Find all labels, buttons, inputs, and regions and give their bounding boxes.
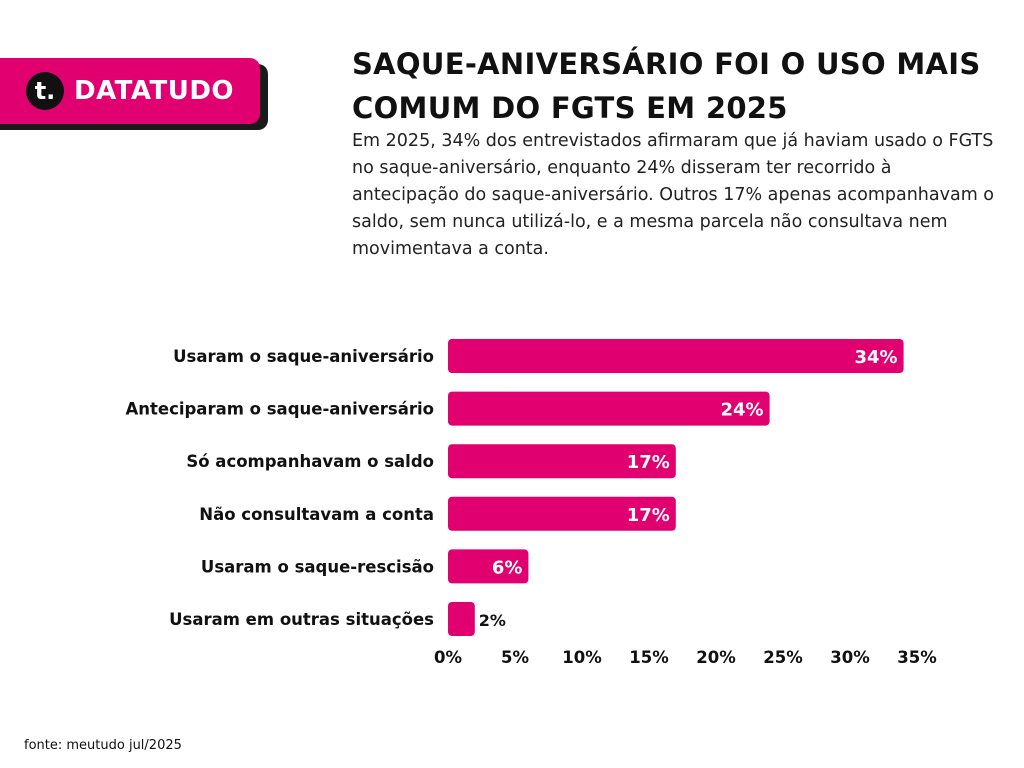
chart-title: SAQUE-ANIVERSÁRIO FOI O USO MAIS COMUM D… xyxy=(352,47,981,125)
x-axis-ticks: 0% 5% 10% 15% 20% 25% 30% 35% xyxy=(434,648,937,667)
brand-mark-letter: t. xyxy=(34,77,56,105)
bars-group: Usaram o saque-aniversário 34% Anteciparam… xyxy=(125,339,904,636)
bar xyxy=(448,496,676,531)
x-tick-label: 10% xyxy=(562,648,602,667)
brand-mark-icon: t. xyxy=(26,72,64,110)
x-tick-label: 35% xyxy=(897,648,937,667)
bar xyxy=(448,444,676,479)
data-label: 24% xyxy=(721,400,764,421)
category-label: Só acompanhavam o saldo xyxy=(186,452,434,471)
category-label: Anteciparam o saque-aniversário xyxy=(125,400,434,419)
data-label: 17% xyxy=(627,505,670,526)
x-tick-label: 0% xyxy=(434,648,462,667)
bar-chart: Usaram o saque-aniversário 34% Anteciparam… xyxy=(125,339,937,667)
category-label: Usaram o saque-rescisão xyxy=(201,557,434,576)
brand-logo: t. DATATUDO xyxy=(0,58,260,124)
x-tick-label: 30% xyxy=(830,648,870,667)
bar xyxy=(448,339,904,373)
data-label: 34% xyxy=(855,347,898,368)
category-label: Usaram em outras situações xyxy=(169,610,434,629)
category-label: Usaram o saque-aniversário xyxy=(173,347,434,366)
data-label: 17% xyxy=(627,452,670,473)
bar xyxy=(448,549,529,584)
source-note: fonte: meutudo jul/2025 xyxy=(24,738,182,753)
x-tick-label: 5% xyxy=(501,648,529,667)
x-tick-label: 15% xyxy=(629,648,669,667)
chart-subtitle: Em 2025, 34% dos entrevistados afirmaram… xyxy=(352,131,995,259)
bar xyxy=(448,391,770,426)
data-label: 6% xyxy=(492,557,523,578)
x-tick-label: 20% xyxy=(696,648,736,667)
bar xyxy=(448,602,475,636)
data-label: 2% xyxy=(479,611,506,630)
x-tick-label: 25% xyxy=(763,648,803,667)
brand-name: DATATUDO xyxy=(74,76,235,106)
category-label: Não consultavam a conta xyxy=(199,505,434,524)
